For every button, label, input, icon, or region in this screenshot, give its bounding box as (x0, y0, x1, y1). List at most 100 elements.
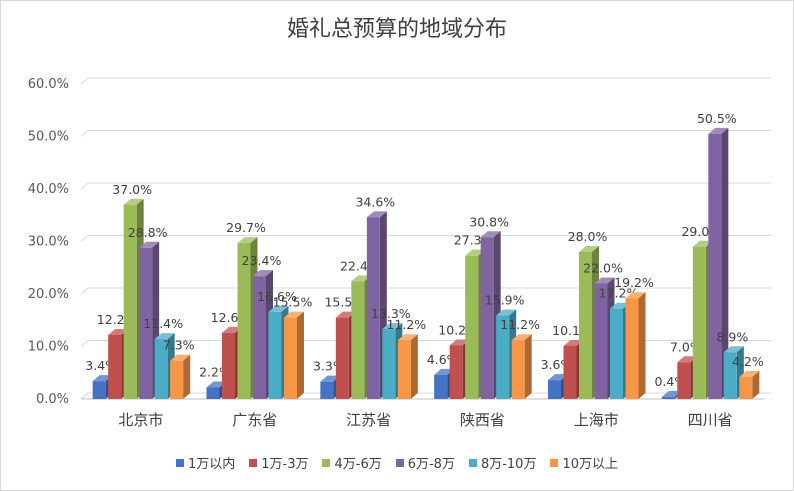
data-label: 23.4% (242, 253, 282, 268)
legend-label: 1万以内 (187, 457, 236, 472)
bar-top (382, 323, 403, 330)
bar (397, 340, 411, 399)
bar-side (524, 334, 532, 399)
bar (661, 396, 675, 399)
legend-item: 1万-3万 (249, 453, 308, 472)
bar-side (410, 334, 418, 399)
bar (677, 362, 691, 399)
bar (253, 276, 266, 399)
bar-side (752, 370, 760, 399)
bar (563, 345, 577, 399)
bar (496, 315, 510, 399)
x-category-label: 上海市 (574, 411, 619, 429)
bar (610, 308, 623, 399)
bar (465, 255, 479, 399)
bar (320, 381, 334, 399)
y-tick-label: 20.0% (28, 287, 69, 302)
bar-top (480, 231, 501, 238)
bar-top (139, 241, 160, 248)
bar-top (579, 246, 599, 252)
bar-side (297, 311, 304, 399)
x-category-label: 陕西省 (460, 411, 505, 429)
bar (154, 339, 168, 399)
x-category-label: 四川省 (688, 411, 733, 429)
bar (170, 360, 184, 399)
bar-top (739, 370, 760, 377)
bar-top (661, 390, 682, 397)
data-label: 7.3% (163, 338, 195, 353)
legend-swatch (175, 458, 184, 467)
bar (108, 334, 122, 399)
data-label: 29.7% (226, 220, 266, 235)
data-label: 22.0% (583, 261, 623, 276)
bar-top (366, 211, 387, 218)
legend-label: 4万-6万 (334, 457, 382, 472)
bar (123, 204, 137, 399)
data-label: 4.2% (732, 354, 764, 369)
bar-top (434, 368, 455, 375)
bar-top (496, 309, 517, 316)
bar-top (268, 305, 289, 312)
bar-top (351, 275, 372, 282)
gridline-depth (80, 287, 89, 295)
bar-top (320, 375, 341, 382)
bar-top (708, 127, 729, 134)
bar (548, 380, 561, 399)
bar-top (206, 381, 227, 388)
bar-top (335, 311, 356, 318)
bar-top (253, 270, 273, 277)
y-tick-label: 40.0% (28, 182, 69, 197)
data-label: 8.9% (716, 329, 748, 344)
data-label: 28.0% (568, 229, 608, 244)
data-label: 13.3% (371, 306, 411, 321)
data-label: 16.6% (257, 289, 297, 304)
bar-top (465, 249, 486, 256)
bar (625, 298, 639, 399)
gridline-depth (80, 130, 89, 137)
gridline-depth (80, 77, 89, 85)
bar-top (563, 339, 584, 346)
gridline-depth (80, 340, 89, 347)
bar-side (721, 127, 729, 399)
data-label: 11.4% (143, 316, 183, 331)
bar (708, 133, 722, 399)
x-category-label: 北京市 (118, 411, 163, 429)
data-label: 11.2% (500, 317, 540, 332)
gridline-depth (80, 392, 89, 400)
bar-top (548, 374, 568, 381)
legend-item: 4万-6万 (322, 453, 382, 472)
legend-swatch (395, 458, 404, 467)
legend-swatch (550, 458, 559, 467)
bar (739, 376, 753, 399)
y-tick-label: 30.0% (28, 235, 69, 250)
bar (92, 381, 106, 399)
bar-side (638, 292, 646, 399)
bar-top (108, 328, 129, 335)
bar-top (123, 198, 144, 205)
legend-swatch (322, 458, 331, 467)
legend-swatch (468, 458, 477, 467)
legend-label: 10万以上 (562, 457, 619, 472)
data-label: 15.5% (273, 295, 313, 310)
y-tick-label: 0.0% (36, 392, 69, 407)
data-label: 30.8% (469, 214, 509, 229)
bar (284, 317, 297, 399)
bar-top (397, 334, 418, 341)
bar-top (154, 333, 175, 340)
bar-top (449, 339, 470, 346)
x-category-label: 江苏省 (346, 411, 391, 429)
bar (206, 387, 220, 399)
bar-top (284, 311, 304, 318)
y-tick-label: 50.0% (28, 130, 69, 145)
legend-item: 6万-8万 (395, 453, 455, 472)
bar (222, 332, 235, 399)
data-label: 11.2% (386, 317, 426, 332)
bar (449, 345, 463, 399)
bar (335, 317, 349, 399)
y-tick-label: 10.0% (28, 340, 69, 355)
bar-top (511, 334, 532, 341)
bar (268, 311, 282, 399)
bar-top (610, 302, 630, 309)
